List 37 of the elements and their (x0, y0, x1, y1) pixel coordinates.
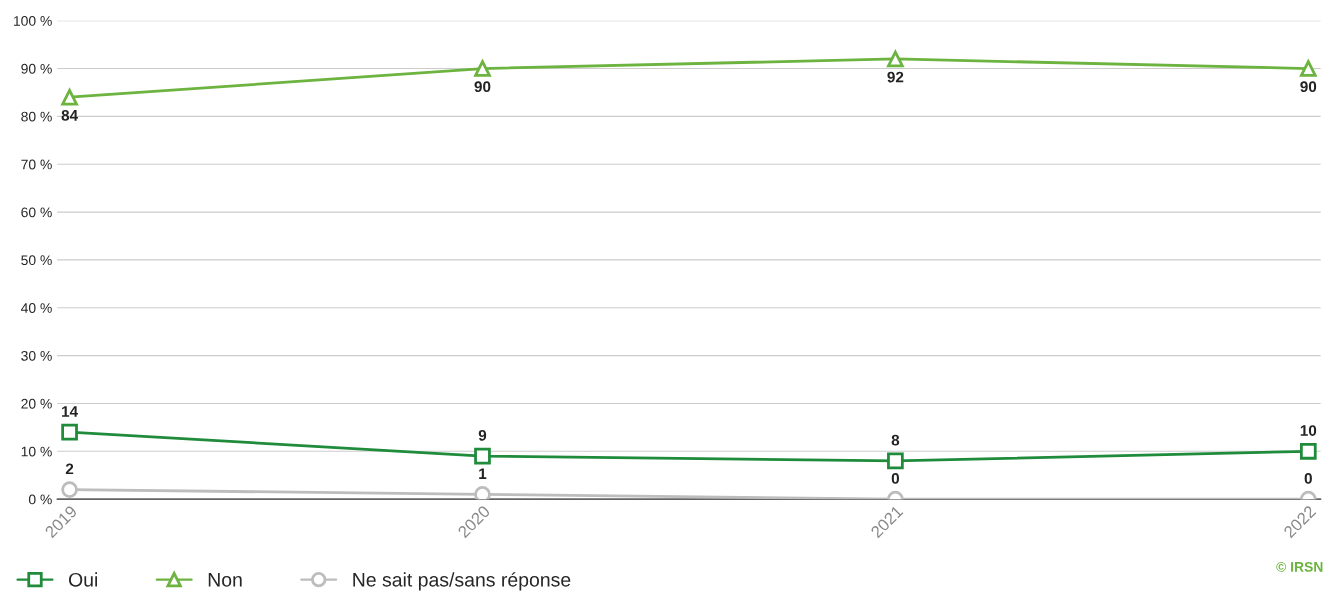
y-tick-label: 0 % (28, 494, 52, 505)
point (61, 423, 78, 441)
y-tick-label: 20 % (21, 398, 52, 409)
point (887, 50, 904, 68)
point (61, 481, 78, 498)
legend-label: Ne sait pas/sans réponse (353, 572, 571, 591)
data-label: 8 (891, 434, 900, 446)
y-tick-label: 10 % (21, 446, 52, 457)
data-label: 92 (887, 71, 904, 83)
point (1299, 442, 1317, 460)
data-label: 14 (62, 406, 78, 417)
legend-label: Oui (68, 572, 98, 587)
legend-label: Non (208, 573, 242, 587)
y-tick-label: 30 % (21, 350, 52, 361)
data-label: 90 (1300, 81, 1317, 93)
y-tick-label: 60 % (21, 207, 52, 218)
y-tick-label: 40 % (20, 303, 52, 313)
y-tick-label: 80 % (21, 111, 52, 122)
data-label: 1 (479, 468, 487, 479)
data-label: 9 (478, 429, 487, 441)
y-tick-label: 70 % (21, 159, 52, 170)
point (61, 88, 78, 106)
y-tick-label: 100 % (14, 16, 52, 26)
y-tick-label: 50 % (21, 255, 52, 266)
data-label: 2 (65, 463, 74, 475)
data-label: 90 (474, 81, 491, 93)
text: © IRSN (1276, 561, 1323, 572)
data-label: 0 (891, 473, 900, 484)
point (474, 447, 491, 465)
data-label: 0 (1304, 473, 1312, 484)
point (474, 486, 491, 500)
y-tick-label: 90 % (21, 63, 52, 74)
point (887, 452, 904, 470)
point (474, 60, 491, 77)
data-label: 84 (61, 109, 78, 121)
data-label: 10 (1300, 425, 1317, 436)
point (1299, 60, 1317, 77)
